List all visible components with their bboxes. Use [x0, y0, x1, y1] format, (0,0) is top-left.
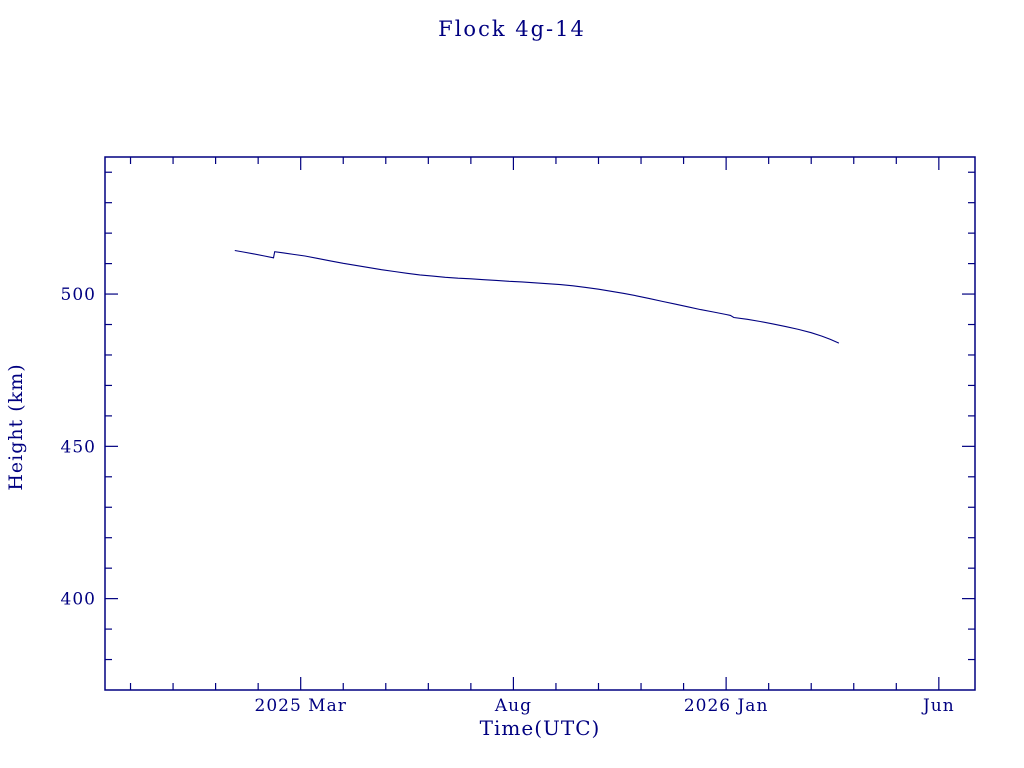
x-tick-label: Jun	[921, 696, 955, 716]
plot-frame	[104, 156, 976, 691]
x-tick-label: Aug	[494, 696, 532, 716]
x-tick-label: 2026 Jan	[684, 696, 769, 716]
y-tick-label: 400	[61, 590, 96, 610]
chart-title: Flock 4g-14	[438, 17, 586, 41]
x-tick-label: 2025 Mar	[255, 696, 347, 716]
height-series-line	[234, 249, 840, 344]
y-tick-label: 500	[61, 285, 96, 305]
x-axis-label: Time(UTC)	[479, 716, 601, 740]
y-tick-label: 450	[61, 437, 96, 457]
